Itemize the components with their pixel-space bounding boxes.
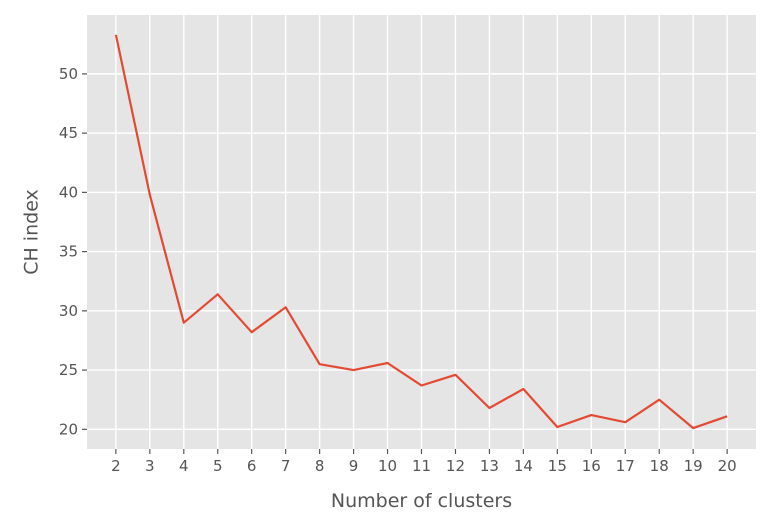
x-tick-label: 11 bbox=[412, 457, 431, 475]
x-tick-label: 5 bbox=[213, 457, 223, 475]
x-tick-label: 14 bbox=[514, 457, 533, 475]
axis-ticks: 2 3 4 5 6 7 8 9 10 11 12 13 14 15 16 17 18 19 202025303540… bbox=[59, 65, 737, 475]
x-tick-label: 4 bbox=[179, 457, 189, 475]
series-line bbox=[114, 34, 728, 430]
y-tick-label: 45 bbox=[59, 124, 78, 142]
x-tick-label: 10 bbox=[378, 457, 397, 475]
y-tick-label: 30 bbox=[59, 302, 78, 320]
x-tick-label: 2 bbox=[111, 457, 121, 475]
y-tick-label: 25 bbox=[59, 361, 78, 379]
x-tick-label: 7 bbox=[281, 457, 291, 475]
x-tick-label: 16 bbox=[582, 457, 601, 475]
x-tick-label: 19 bbox=[684, 457, 703, 475]
x-tick-label: 6 bbox=[247, 457, 257, 475]
y-axis-title: CH index bbox=[21, 189, 43, 275]
y-tick-label: 35 bbox=[59, 243, 78, 261]
x-tick-label: 15 bbox=[548, 457, 567, 475]
x-tick-label: 12 bbox=[446, 457, 465, 475]
y-tick-label: 40 bbox=[59, 183, 78, 201]
y-tick-label: 20 bbox=[59, 420, 78, 438]
y-tick-label: 50 bbox=[59, 65, 78, 83]
x-tick-label: 13 bbox=[480, 457, 499, 475]
x-tick-label: 20 bbox=[718, 457, 737, 475]
x-tick-label: 9 bbox=[349, 457, 359, 475]
x-tick-label: 18 bbox=[650, 457, 669, 475]
grid-lines bbox=[87, 15, 756, 449]
x-tick-label: 3 bbox=[145, 457, 155, 475]
x-tick-label: 8 bbox=[315, 457, 325, 475]
x-axis-title: Number of clusters bbox=[331, 490, 512, 512]
series-group bbox=[114, 34, 728, 430]
x-tick-label: 17 bbox=[616, 457, 635, 475]
